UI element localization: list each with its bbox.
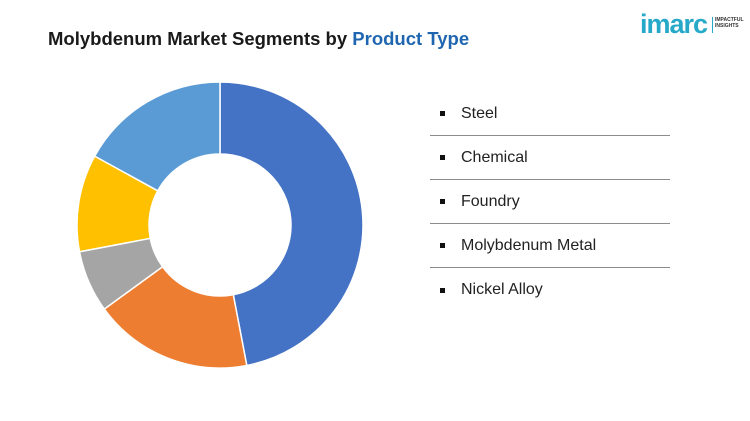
legend-item-nickel-alloy: Nickel Alloy (430, 268, 670, 312)
legend-label: Chemical (461, 148, 528, 166)
logo-wordmark: imarc (640, 9, 708, 39)
legend-item-molybdenum-metal: Molybdenum Metal (430, 224, 670, 268)
legend-bullet (440, 287, 445, 293)
legend-bullet (440, 111, 445, 116)
donut-slice-nickel-alloy (93, 81, 221, 192)
imarc-logo: imarc IMPACTFUL INSIGHTS (640, 9, 744, 43)
chart-legend: Steel Chemical Foundry Molybdenum Metal Nick… (430, 92, 670, 312)
legend-bullet (440, 243, 445, 248)
logo-tagline-line1: IMPACTFUL (715, 17, 744, 23)
title-prefix: Molybdenum Market Segments by (48, 28, 348, 49)
legend-label: Steel (461, 104, 498, 122)
legend-item-foundry: Foundry (430, 180, 670, 224)
legend-item-chemical: Chemical (430, 136, 670, 180)
legend-label: Molybdenum Metal (461, 236, 597, 254)
legend-label: Foundry (461, 192, 520, 210)
donut-slice-chemical (103, 265, 248, 369)
logo-tagline-line2: INSIGHTS (715, 23, 739, 29)
title-highlight: Product Type (352, 28, 470, 49)
legend-bullet (440, 199, 445, 204)
legend-label: Nickel Alloy (461, 281, 543, 298)
donut-slice-steel (219, 81, 364, 367)
legend-item-steel: Steel (430, 92, 670, 136)
logo-divider (712, 17, 713, 33)
legend-bullet (440, 155, 445, 160)
logo-tagline: IMPACTFUL INSIGHTS (715, 17, 744, 29)
chart-title: Molybdenum Market Segments by Product Ty… (48, 28, 469, 50)
